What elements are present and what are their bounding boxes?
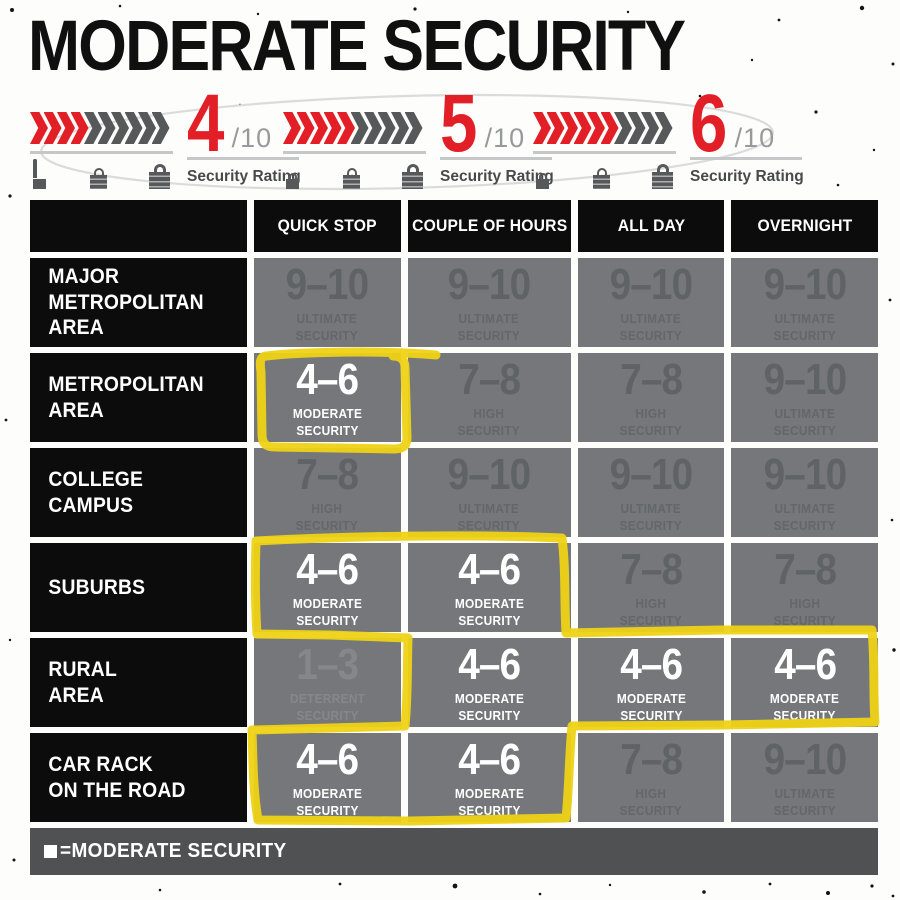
legend-text: =MODERATE SECURITY — [60, 840, 287, 862]
table-cell-deterrent: 1–3 DETERRENT SECURITY — [254, 638, 401, 727]
rating-group-4: 4 /10 Security Rating — [30, 78, 301, 195]
small-lock-icon — [536, 173, 549, 189]
moderate-security-swatch — [44, 845, 57, 858]
table-cell-highlighted: 4–6 MODERATE SECURITY — [254, 733, 401, 822]
divider — [187, 157, 299, 160]
large-lock-icon — [402, 164, 423, 189]
table-cell: 9–10 ULTIMATE SECURITY — [407, 258, 571, 347]
column-header-overnight: OVERNIGHT — [731, 200, 878, 252]
small-lock-icon — [33, 159, 46, 189]
table-cell: 9–10 ULTIMATE SECURITY — [407, 448, 571, 537]
column-header-couple-of-hours: COUPLE OF HOURS — [407, 200, 571, 252]
table-cell-highlighted: 4–6 MODERATE SECURITY — [407, 638, 571, 727]
divider — [533, 151, 676, 154]
large-lock-icon — [149, 164, 170, 189]
divider — [440, 157, 552, 160]
table-cell-highlighted: 4–6 MODERATE SECURITY — [254, 543, 401, 632]
rating-group-6: 6 /10 Security Rating — [533, 78, 804, 195]
divider — [690, 157, 802, 160]
divider — [283, 151, 426, 154]
row-header-metropolitan-area: METROPOLITAN AREA — [30, 353, 247, 442]
lock-icons — [30, 159, 173, 189]
rating-denominator: /10 — [734, 123, 776, 153]
table-cell: 9–10 ULTIMATE SECURITY — [731, 258, 878, 347]
table-cell-highlighted: 4–6 MODERATE SECURITY — [407, 543, 571, 632]
table-cell: 7–8 HIGH SECURITY — [731, 543, 878, 632]
rating-score: 4 — [187, 78, 224, 169]
column-header-quick-stop: QUICK STOP — [254, 200, 401, 252]
table-cell: 9–10 ULTIMATE SECURITY — [577, 448, 725, 537]
row-header-college-campus: COLLEGE CAMPUS — [30, 448, 247, 537]
table-cell: 9–10 ULTIMATE SECURITY — [577, 258, 725, 347]
lock-icons — [533, 161, 676, 189]
rating-denominator: /10 — [484, 123, 526, 153]
row-header-rural-area: RURAL AREA — [30, 638, 247, 727]
medium-lock-icon — [90, 168, 107, 189]
rating-caption: Security Rating — [187, 168, 301, 185]
table-cell-highlighted: 4–6 MODERATE SECURITY — [407, 733, 571, 822]
table-cell: 9–10 ULTIMATE SECURITY — [731, 448, 878, 537]
row-header-major-metropolitan-area: MAJOR METROPOLITAN AREA — [30, 258, 247, 347]
column-header-all-day: ALL DAY — [577, 200, 725, 252]
table-cell-highlighted: 4–6 MODERATE SECURITY — [577, 638, 725, 727]
table-cell: 9–10 ULTIMATE SECURITY — [731, 733, 878, 822]
table-cell: 9–10 ULTIMATE SECURITY — [254, 258, 401, 347]
legend-bar: =MODERATE SECURITY — [30, 828, 878, 875]
table-cell: 7–8 HIGH SECURITY — [407, 353, 571, 442]
rating-caption: Security Rating — [440, 168, 554, 185]
rating-caption: Security Rating — [690, 168, 804, 185]
divider — [30, 151, 173, 154]
small-lock-icon — [286, 173, 299, 189]
rating-group-5: 5 /10 Security Rating — [283, 78, 554, 195]
security-matrix-table: QUICK STOP COUPLE OF HOURS ALL DAY OVERN… — [30, 200, 878, 822]
table-corner-cell — [30, 200, 247, 252]
medium-lock-icon — [593, 168, 610, 189]
row-header-suburbs: SUBURBS — [30, 543, 247, 632]
chevron-meter-icon — [533, 112, 676, 144]
table-cell: 7–8 HIGH SECURITY — [254, 448, 401, 537]
medium-lock-icon — [343, 168, 360, 189]
table-cell: 7–8 HIGH SECURITY — [577, 543, 725, 632]
page-title: MODERATE SECURITY — [28, 7, 686, 86]
table-cell: 7–8 HIGH SECURITY — [577, 353, 725, 442]
row-header-car-rack-on-the-road: CAR RACK ON THE ROAD — [30, 733, 247, 822]
rating-score: 5 — [440, 78, 477, 169]
table-cell: 7–8 HIGH SECURITY — [577, 733, 725, 822]
rating-denominator: /10 — [231, 123, 273, 153]
rating-score: 6 — [690, 78, 727, 169]
chevron-meter-icon — [283, 112, 426, 144]
large-lock-icon — [652, 164, 673, 189]
table-cell-highlighted: 4–6 MODERATE SECURITY — [254, 353, 401, 442]
chevron-meter-icon — [30, 112, 173, 144]
table-cell: 9–10 ULTIMATE SECURITY — [731, 353, 878, 442]
table-cell-highlighted: 4–6 MODERATE SECURITY — [731, 638, 878, 727]
lock-icons — [283, 161, 426, 189]
